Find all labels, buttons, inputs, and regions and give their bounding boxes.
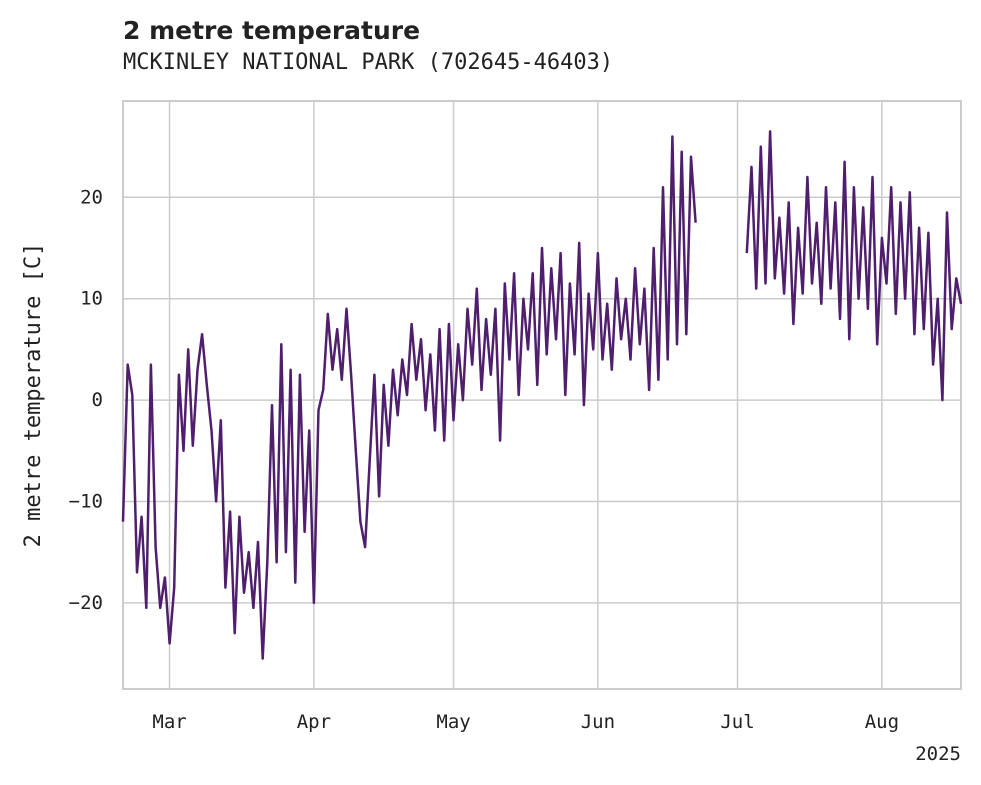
plot-frame — [122, 100, 962, 690]
series-layer — [121, 130, 963, 660]
x-tick-label: Jun — [581, 711, 615, 733]
temperature-series-line — [121, 135, 697, 660]
y-axis-label: 2 metre temperature [C] — [21, 243, 46, 548]
y-tick-label: 0 — [92, 389, 103, 411]
x-tick-label: Apr — [297, 711, 331, 733]
x-tick-label: Mar — [152, 711, 186, 733]
y-axis-ticks: −20 −10 0 10 20 — [69, 186, 103, 614]
temperature-series-line — [745, 130, 963, 402]
x-axis-year-label: 2025 — [915, 743, 961, 765]
y-tick-label: −20 — [69, 592, 103, 614]
grid — [123, 101, 961, 689]
y-tick-label: 20 — [80, 186, 103, 208]
x-tick-label: Aug — [865, 711, 899, 733]
chart-subtitle: MCKINLEY NATIONAL PARK (702645-46403) — [123, 50, 614, 75]
x-axis-ticks: Mar Apr May Jun Jul Aug — [152, 711, 899, 733]
y-tick-label: 10 — [80, 288, 103, 310]
chart-title: 2 metre temperature — [123, 16, 421, 45]
x-tick-label: Jul — [720, 711, 754, 733]
y-tick-label: −10 — [69, 490, 103, 512]
x-tick-label: May — [436, 711, 470, 733]
